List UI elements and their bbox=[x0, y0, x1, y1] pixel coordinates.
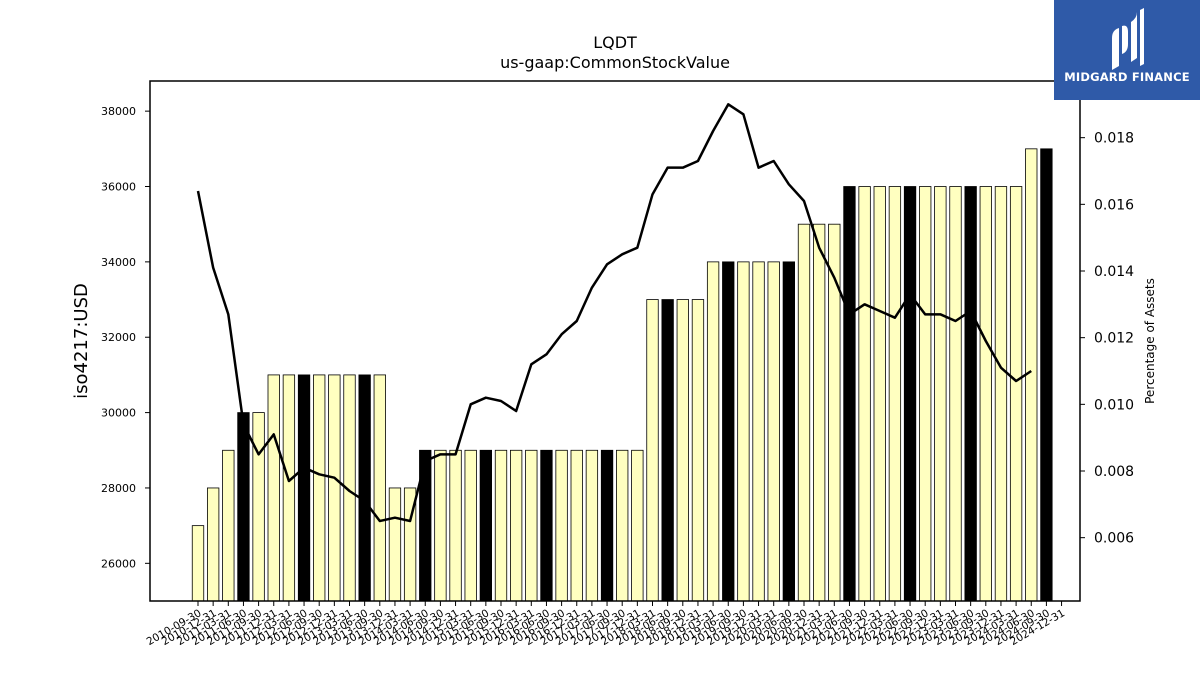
y-right-tick-label: 0.018 bbox=[1094, 131, 1134, 147]
plot-frame bbox=[149, 80, 1081, 602]
bar bbox=[373, 374, 386, 602]
bar bbox=[267, 374, 280, 602]
y-axis-left: 26000 28000 30000 32000 34000 36000 38000 bbox=[101, 105, 150, 570]
bar bbox=[964, 186, 977, 602]
bar bbox=[600, 449, 614, 602]
y-axis-left-label: iso4217:USD bbox=[71, 283, 92, 399]
bar bbox=[919, 186, 932, 602]
bar bbox=[722, 261, 735, 602]
y-right-tick-label: 0.006 bbox=[1094, 531, 1134, 547]
logo-text: MIDGARD FINANCE bbox=[1064, 70, 1190, 84]
bar bbox=[858, 186, 871, 602]
y-left-tick-label: 32000 bbox=[101, 331, 136, 344]
bar bbox=[631, 449, 644, 602]
bar-group bbox=[191, 148, 1053, 602]
bar bbox=[313, 374, 326, 602]
bar bbox=[873, 186, 886, 602]
bar bbox=[676, 299, 689, 602]
y-right-tick-label: 0.008 bbox=[1094, 464, 1134, 480]
bar bbox=[388, 487, 402, 602]
chart-title: LQDT bbox=[593, 33, 637, 52]
line-series bbox=[196, 103, 1032, 523]
bar bbox=[555, 449, 568, 602]
y-right-tick-label: 0.010 bbox=[1094, 397, 1134, 413]
bar bbox=[282, 374, 296, 602]
bar bbox=[206, 487, 220, 602]
y-right-tick-label: 0.012 bbox=[1094, 331, 1134, 347]
bar bbox=[585, 449, 599, 602]
bar bbox=[646, 299, 659, 602]
bar bbox=[661, 299, 674, 602]
bar bbox=[691, 299, 705, 602]
logo-mark-icon bbox=[1112, 8, 1144, 70]
bar bbox=[797, 223, 811, 602]
bar bbox=[328, 374, 341, 602]
bar bbox=[994, 186, 1008, 602]
bar bbox=[358, 374, 371, 602]
bar bbox=[479, 449, 493, 602]
bar bbox=[843, 186, 856, 602]
bar bbox=[297, 374, 311, 602]
y-left-tick-label: 34000 bbox=[101, 256, 136, 269]
bar bbox=[767, 261, 780, 602]
y-axis-right-label: Percentage of Assets bbox=[1143, 278, 1157, 404]
brand-logo: MIDGARD FINANCE bbox=[1054, 0, 1200, 100]
bar bbox=[737, 261, 750, 602]
y-left-tick-label: 26000 bbox=[101, 557, 136, 570]
bar bbox=[949, 186, 962, 602]
bar bbox=[494, 449, 508, 602]
bar bbox=[252, 412, 265, 602]
y-right-tick-label: 0.016 bbox=[1094, 197, 1134, 213]
bar bbox=[813, 223, 826, 602]
chart-subtitle: us-gaap:CommonStockValue bbox=[500, 53, 730, 72]
bar bbox=[509, 449, 523, 602]
y-left-tick-label: 30000 bbox=[101, 407, 136, 420]
bar bbox=[540, 449, 553, 602]
y-left-tick-label: 38000 bbox=[101, 105, 136, 118]
y-axis-right: 0.006 0.008 0.010 0.012 0.014 0.016 0.018 bbox=[1080, 131, 1134, 547]
bar bbox=[706, 261, 720, 602]
bar bbox=[1009, 186, 1023, 602]
bar bbox=[464, 449, 477, 602]
bar bbox=[888, 186, 902, 602]
bar bbox=[191, 525, 205, 602]
bar bbox=[903, 186, 917, 602]
bar bbox=[979, 186, 992, 602]
bar bbox=[449, 449, 462, 602]
bar bbox=[1040, 148, 1053, 602]
x-axis: 2010-09-302010-12-312011-03-312011-06-30… bbox=[145, 601, 1067, 648]
bar bbox=[616, 449, 629, 602]
bar bbox=[525, 449, 538, 602]
bar bbox=[222, 449, 235, 602]
bar bbox=[934, 186, 947, 602]
bar bbox=[782, 261, 795, 602]
bar bbox=[570, 449, 583, 602]
bar bbox=[237, 412, 250, 602]
y-left-tick-label: 28000 bbox=[101, 482, 136, 495]
y-left-tick-label: 36000 bbox=[101, 181, 136, 194]
y-right-tick-label: 0.014 bbox=[1094, 264, 1134, 280]
bar bbox=[752, 261, 765, 602]
line-layer bbox=[196, 103, 1032, 523]
bar bbox=[434, 449, 447, 602]
